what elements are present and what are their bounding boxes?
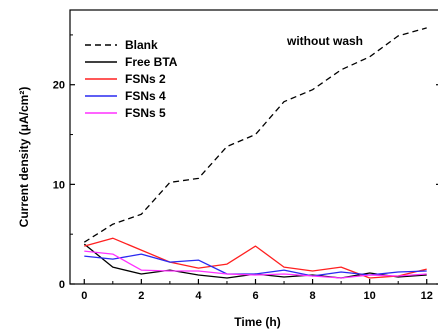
- y-tick-label: 0: [59, 279, 65, 291]
- axis-ticks: 0 2 4 6 8 10 12 0 10 20: [53, 34, 438, 302]
- legend: Blank Free BTA FSNs 2 FSNs 4 FSNs 5: [85, 38, 178, 120]
- x-tick-label: 10: [364, 290, 376, 302]
- series-lines: [83, 27, 427, 279]
- y-axis-title: Current density (μA/cm²): [17, 87, 31, 228]
- x-tick-label: 12: [421, 290, 433, 302]
- legend-label-blank: Blank: [125, 38, 158, 52]
- series-line-blank: [83, 27, 427, 243]
- x-tick-label: 4: [195, 290, 202, 302]
- y-tick-label: 20: [53, 80, 65, 92]
- legend-label-fsns-5: FSNs 5: [125, 106, 166, 120]
- x-axis-title: Time (h): [234, 315, 280, 329]
- legend-label-fsns-4: FSNs 4: [125, 89, 166, 103]
- x-tick-label: 2: [138, 290, 144, 302]
- series-line-fsns-2: [84, 237, 427, 279]
- series-line-free-bta: [83, 243, 427, 279]
- x-tick-label: 8: [310, 290, 316, 302]
- x-tick-label: 6: [252, 290, 258, 302]
- annotation-without-wash: without wash: [286, 34, 363, 48]
- legend-label-free-bta: Free BTA: [125, 55, 178, 69]
- y-tick-label: 10: [53, 179, 65, 191]
- legend-label-fsns-2: FSNs 2: [125, 72, 166, 86]
- series-line-fsns-5: [84, 250, 427, 279]
- x-tick-label: 0: [81, 290, 87, 302]
